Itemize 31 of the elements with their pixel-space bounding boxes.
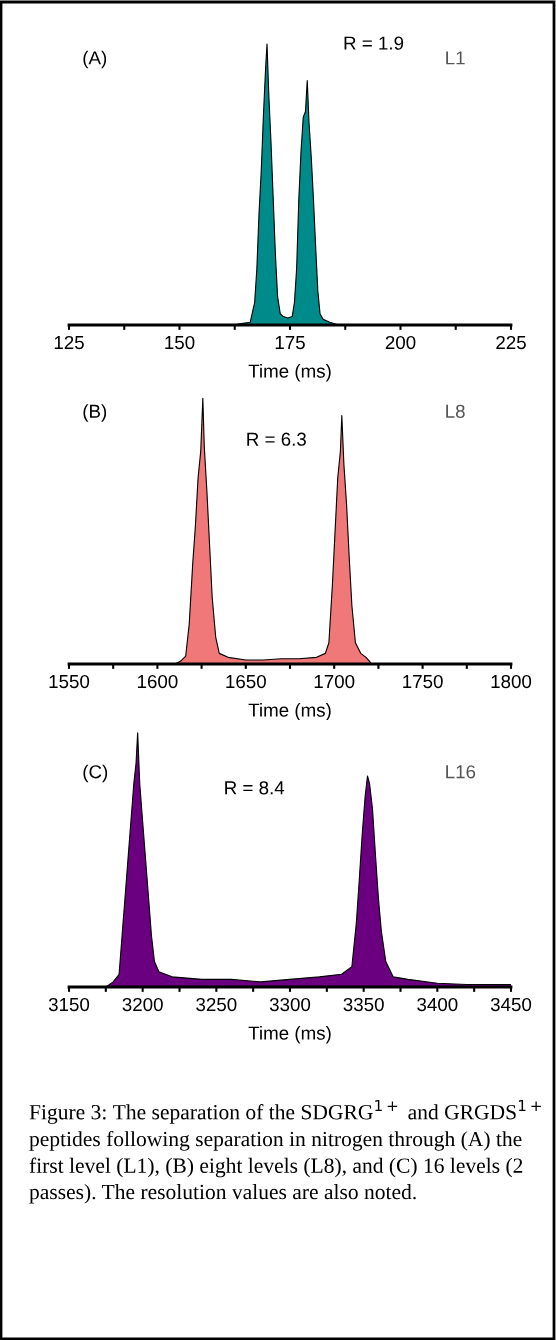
text: Figure 3: The separation of the SDGRG$^{1+}$ and GRGDS$^{1+}$ peptides following separation in nitrogen through (A) the first level (L1), (B) eight levels (L8), and (C) 16 levels (2 passes). The resolution values are also noted. xyxy=(29,1100,541,1204)
x-tick-label: 3150 xyxy=(48,997,90,1012)
annotation: L8 xyxy=(446,404,465,418)
x-tick-label: 175 xyxy=(275,336,305,350)
annotation: R = 6.3 xyxy=(247,432,306,446)
annotation: R = 1.9 xyxy=(344,36,404,50)
x-tick-label: 1550 xyxy=(49,674,90,689)
x-tick-label: 1700 xyxy=(314,674,355,689)
x-tick-label: 3400 xyxy=(417,997,458,1012)
x-tick-label: 200 xyxy=(385,335,416,350)
x-axis-title: Time (ms) xyxy=(248,364,331,382)
x-tick-label: 1600 xyxy=(137,674,178,689)
x-tick-label: 225 xyxy=(496,335,526,350)
x-axis-title: Time (ms) xyxy=(248,703,331,721)
x-axis-title: Time (ms) xyxy=(248,1026,331,1044)
annotation: (B) xyxy=(83,404,107,422)
x-tick-label: 3300 xyxy=(269,997,311,1012)
annotation: L16 xyxy=(446,765,476,779)
x-tick-label: 1750 xyxy=(403,674,443,689)
x-tick-label: 3250 xyxy=(196,997,237,1012)
x-tick-label: 3350 xyxy=(343,997,384,1012)
x-tick-label: 3450 xyxy=(490,997,532,1012)
x-tick-label: 125 xyxy=(54,335,84,350)
annotation: (A) xyxy=(83,50,107,69)
x-tick-label: 1650 xyxy=(226,674,266,689)
annotation: (C) xyxy=(83,764,108,783)
x-tick-label: 1800 xyxy=(491,674,532,689)
x-tick-label: 3200 xyxy=(122,997,163,1012)
annotation: R = 8.4 xyxy=(225,781,285,795)
x-tick-label: 150 xyxy=(165,335,195,350)
annotation: L1 xyxy=(446,51,465,65)
